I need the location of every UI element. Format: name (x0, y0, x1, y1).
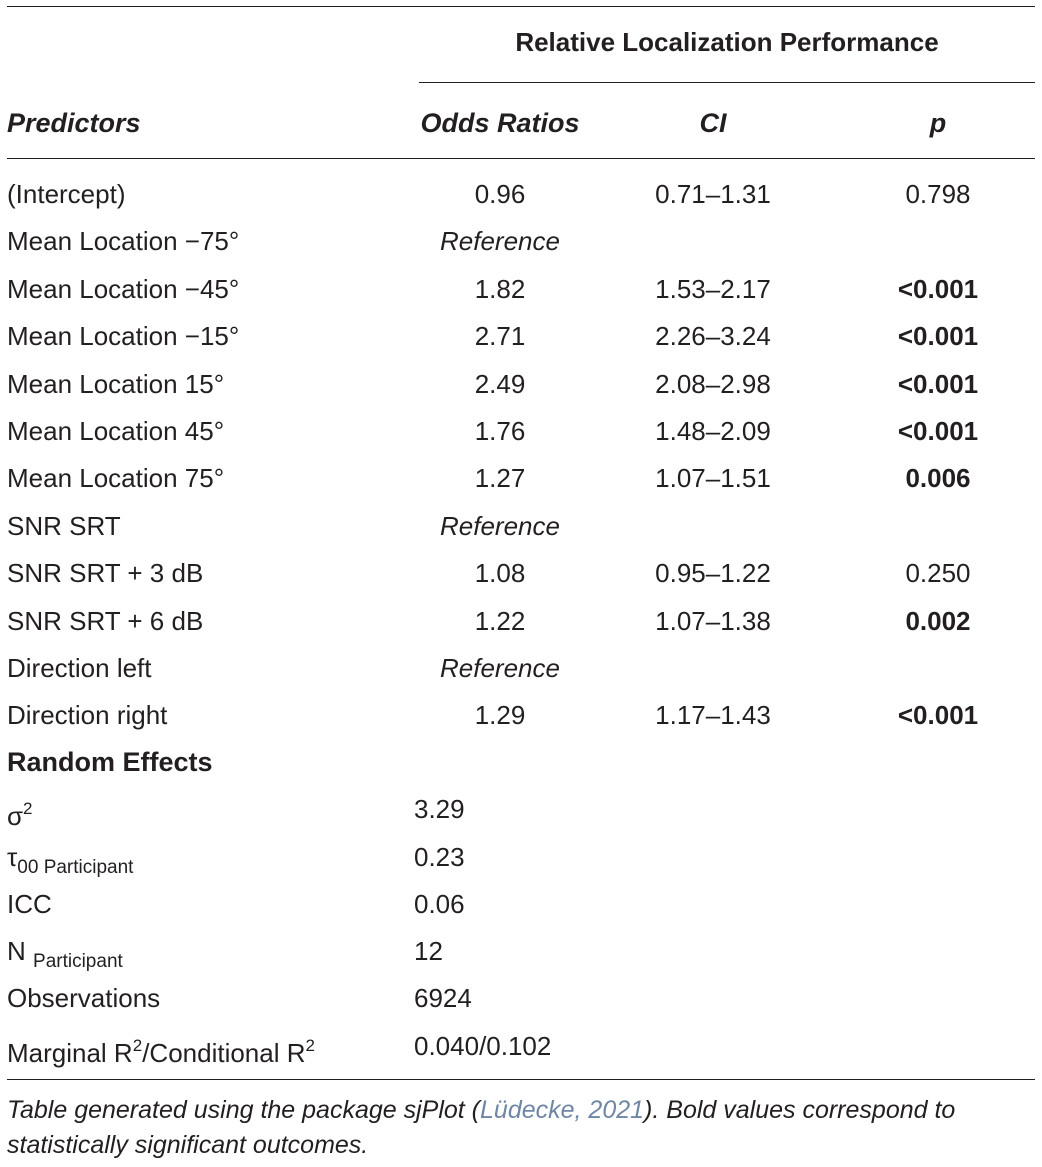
r2-label-conditional: /Conditional R (142, 1038, 306, 1068)
p-value-cell: <0.001 (897, 274, 979, 304)
header-rule (7, 158, 1035, 159)
ci-cell: 1.07–1.38 (655, 606, 771, 636)
col-header-ci: CI (699, 108, 727, 138)
observations-value: 6924 (414, 983, 472, 1013)
icc-value: 0.06 (414, 889, 465, 919)
col-header-p: p (929, 108, 947, 138)
n-participant-value: 12 (414, 936, 443, 966)
sigma-superscript: 2 (23, 799, 33, 818)
ci-cell: 0.95–1.22 (655, 558, 771, 588)
n-symbol: N (7, 936, 26, 966)
odds-ratio-cell: Reference (440, 511, 560, 541)
p-value-cell: <0.001 (897, 700, 979, 730)
odds-ratio-cell: 2.49 (474, 369, 526, 399)
odds-ratio-cell: 1.76 (474, 416, 526, 446)
col-header-predictors: Predictors (7, 108, 141, 138)
top-rule (7, 6, 1035, 7)
n-subscript: Participant (33, 951, 123, 972)
p-value-cell: 0.798 (905, 179, 971, 209)
odds-ratio-cell: 1.82 (474, 274, 526, 304)
odds-ratio-cell: Reference (440, 653, 560, 683)
row-label: Mean Location 15° (7, 369, 225, 399)
tau-value: 0.23 (414, 842, 465, 872)
footnote-citation-link[interactable]: Lüdecke, 2021 (480, 1096, 645, 1124)
ci-cell: 0.71–1.31 (655, 179, 771, 209)
ci-cell: 2.08–2.98 (655, 369, 771, 399)
odds-ratio-cell: 1.27 (474, 463, 526, 493)
r2-value: 0.040/0.102 (414, 1031, 552, 1061)
r2-sup-conditional: 2 (305, 1036, 315, 1055)
table-footnote: Table generated using the package sjPlot… (7, 1093, 1037, 1163)
odds-ratio-cell: Reference (440, 226, 560, 256)
p-value-cell: <0.001 (897, 416, 979, 446)
odds-ratio-cell: 1.08 (474, 558, 526, 588)
tau-label: τ00 Participant (7, 842, 133, 883)
tau-symbol: τ (7, 842, 18, 872)
row-label: Direction left (7, 653, 152, 683)
row-label: Mean Location 45° (7, 416, 225, 446)
sigma-symbol: σ (7, 801, 24, 831)
ci-cell: 1.48–2.09 (655, 416, 771, 446)
row-label: Mean Location −45° (7, 274, 240, 304)
p-value-cell: 0.002 (905, 606, 971, 636)
col-header-odds-ratios: Odds Ratios (420, 108, 580, 138)
row-label: SNR SRT + 6 dB (7, 606, 204, 636)
r2-label-marginal: Marginal R (7, 1038, 133, 1068)
ci-cell: 1.17–1.43 (655, 700, 771, 730)
icc-label: ICC (7, 889, 52, 919)
group-header-rule (419, 82, 1035, 83)
observations-label: Observations (7, 983, 161, 1013)
row-label: SNR SRT (7, 511, 121, 541)
p-value-cell: 0.250 (905, 558, 971, 588)
bottom-rule (7, 1079, 1035, 1080)
odds-ratio-cell: 1.22 (474, 606, 526, 636)
p-value-cell: <0.001 (897, 321, 979, 351)
row-label: SNR SRT + 3 dB (7, 558, 204, 588)
odds-ratio-cell: 1.29 (474, 700, 526, 730)
p-value-cell: <0.001 (897, 369, 979, 399)
ci-cell: 1.07–1.51 (655, 463, 771, 493)
odds-ratio-cell: 0.96 (474, 179, 526, 209)
footnote-text-after: ). Bold values correspond to statistical… (7, 1096, 956, 1159)
r2-label: Marginal R2/Conditional R2 (7, 1031, 315, 1068)
row-label: Mean Location −75° (7, 226, 240, 256)
odds-ratio-cell: 2.71 (474, 321, 526, 351)
random-effects-heading: Random Effects (7, 747, 213, 777)
row-label: (Intercept) (7, 179, 126, 209)
tau-subscript: 00 Participant (17, 857, 134, 878)
group-header: Relative Localization Performance (515, 27, 939, 57)
ci-cell: 2.26–3.24 (655, 321, 771, 351)
footnote-text-before: Table generated using the package sjPlot… (7, 1096, 481, 1124)
sigma-value: 3.29 (414, 794, 465, 824)
row-label: Mean Location −15° (7, 321, 240, 351)
ci-cell: 1.53–2.17 (655, 274, 771, 304)
sigma-label: σ2 (7, 794, 33, 831)
row-label: Direction right (7, 700, 168, 730)
p-value-cell: 0.006 (905, 463, 971, 493)
row-label: Mean Location 75° (7, 463, 225, 493)
n-participant-label: N Participant (7, 936, 123, 977)
r2-sup-marginal: 2 (132, 1036, 143, 1055)
